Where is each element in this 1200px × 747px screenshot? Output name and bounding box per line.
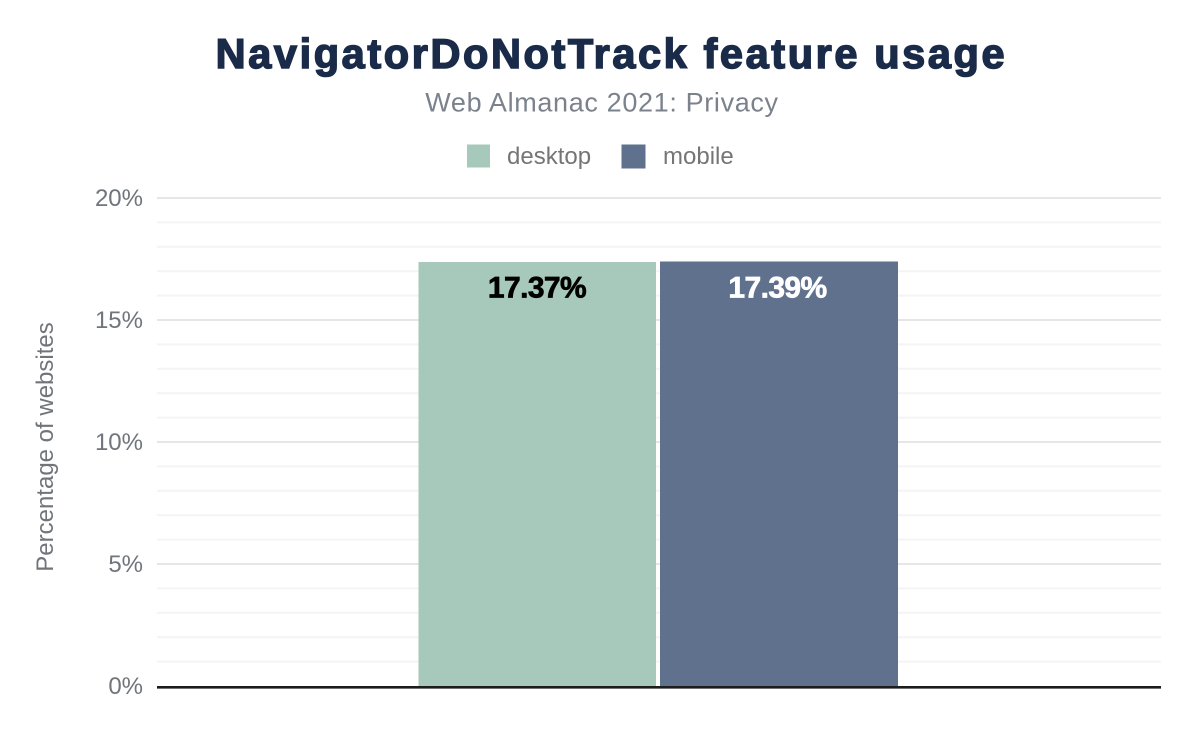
svg-text:desktop: desktop — [507, 143, 591, 170]
svg-text:0%: 0% — [108, 673, 143, 700]
svg-text:10%: 10% — [95, 429, 143, 456]
svg-text:NavigatorDoNotTrack feature us: NavigatorDoNotTrack feature usage — [216, 30, 1008, 77]
svg-text:Percentage of websites: Percentage of websites — [32, 322, 59, 571]
svg-text:17.37%: 17.37% — [488, 272, 586, 305]
svg-text:mobile: mobile — [663, 143, 734, 170]
svg-text:15%: 15% — [95, 307, 143, 334]
svg-text:20%: 20% — [95, 185, 143, 212]
svg-text:17.39%: 17.39% — [728, 272, 826, 305]
svg-text:5%: 5% — [108, 551, 143, 578]
svg-text:Web Almanac 2021: Privacy: Web Almanac 2021: Privacy — [425, 88, 778, 118]
